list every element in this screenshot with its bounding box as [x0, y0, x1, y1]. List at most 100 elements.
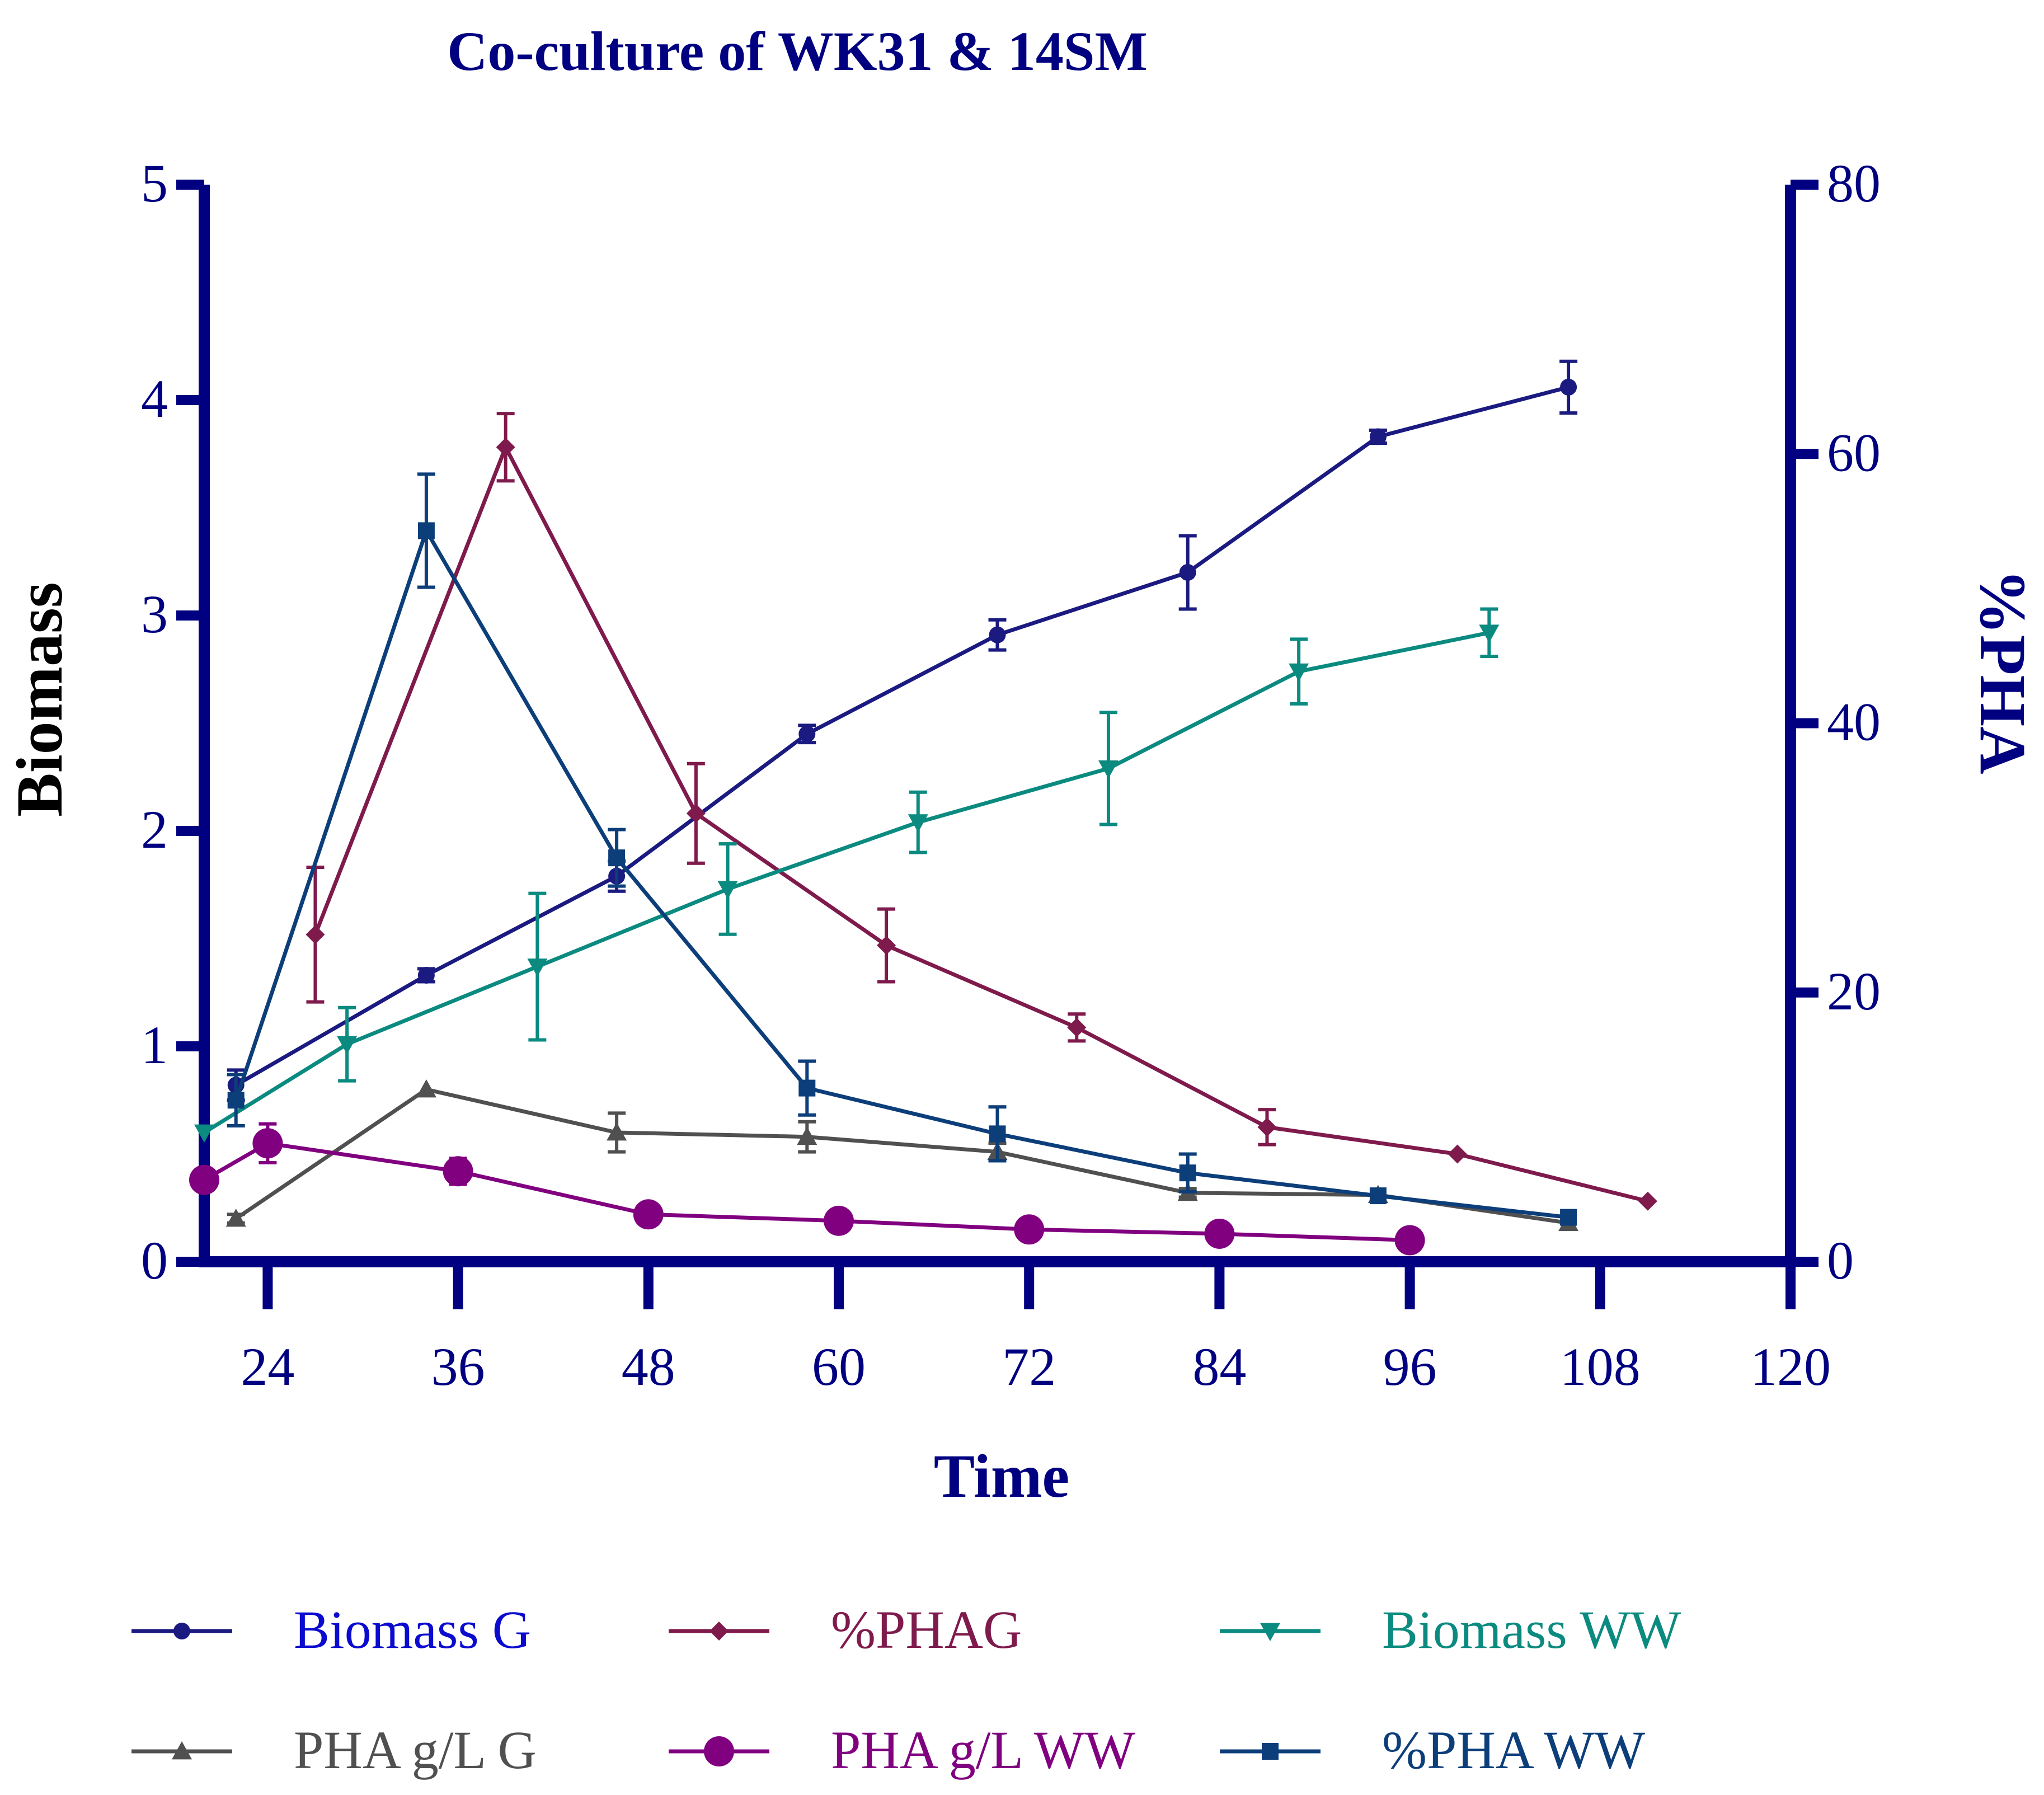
- y-tick-label: 3: [141, 584, 168, 644]
- series-pha-g-l-g: [225, 1079, 1579, 1232]
- data-point: [798, 1079, 816, 1097]
- data-point-shape: [496, 438, 515, 457]
- y2-axis-label: %PHA: [1966, 568, 2040, 774]
- data-point: [1448, 1144, 1467, 1164]
- series-line-pha-g-l-g: [234, 1087, 1569, 1225]
- x-tick-label: 60: [812, 1337, 866, 1397]
- chart-title: Co-culture of WK31 & 14SM: [447, 20, 1148, 82]
- y-tick-label: 4: [141, 369, 168, 429]
- legend-label: Biomass G: [294, 1600, 531, 1660]
- x-tick-label: 96: [1383, 1337, 1437, 1397]
- data-marks: [189, 359, 1657, 1256]
- data-point: [1638, 1191, 1657, 1211]
- y2-tick-label: 80: [1827, 153, 1881, 213]
- series-biomass-ww: [194, 607, 1500, 1143]
- data-point-shape: [824, 1205, 854, 1236]
- data-point-shape: [686, 803, 706, 823]
- legend-item-pha-ww: %PHA WW: [1220, 1720, 1646, 1780]
- data-point: [1560, 1209, 1577, 1226]
- legend-marker-shape: [173, 1623, 190, 1639]
- legend-label: PHA g/L G: [294, 1720, 537, 1780]
- y2-tick-label: 60: [1827, 422, 1881, 482]
- data-point: [225, 1209, 246, 1227]
- data-point: [608, 849, 626, 867]
- data-point-shape: [1067, 1018, 1087, 1037]
- data-point-shape: [1098, 760, 1119, 779]
- data-point-shape: [1204, 1218, 1235, 1249]
- data-point-shape: [989, 626, 1006, 643]
- data-point: [1257, 1117, 1277, 1137]
- legend-marker: [173, 1623, 190, 1639]
- data-point-shape: [194, 1124, 214, 1143]
- data-point: [989, 1125, 1006, 1143]
- data-point: [824, 1205, 854, 1236]
- data-point-shape: [717, 881, 738, 899]
- series-phag: [306, 412, 1657, 1211]
- data-point-shape: [1560, 1209, 1577, 1226]
- y-tick-label: 0: [141, 1230, 168, 1290]
- data-point: [1394, 1225, 1425, 1256]
- data-point: [417, 522, 435, 539]
- y-axis-label: Biomass: [3, 582, 76, 817]
- legend-item-pha-g-l-ww: PHA g/L WW: [669, 1720, 1135, 1780]
- data-point: [1560, 378, 1577, 396]
- data-point-shape: [225, 1209, 246, 1227]
- series-pha-g-l-ww: [189, 1122, 1425, 1256]
- data-point-shape: [1638, 1191, 1657, 1211]
- data-point: [877, 936, 896, 955]
- data-point-shape: [1179, 564, 1196, 581]
- data-point: [797, 1126, 817, 1145]
- data-point-shape: [337, 1036, 358, 1055]
- data-point: [989, 626, 1006, 643]
- data-point: [337, 1036, 358, 1055]
- data-point: [1067, 1018, 1087, 1037]
- legend-label: %PHA WW: [1382, 1720, 1646, 1780]
- data-point-shape: [798, 1079, 816, 1097]
- data-point: [227, 1092, 245, 1109]
- data-point: [1179, 1164, 1196, 1182]
- data-point: [1014, 1214, 1045, 1245]
- x-tick-label: 84: [1192, 1337, 1246, 1397]
- legend-marker: [709, 1622, 729, 1641]
- data-point: [1369, 1187, 1387, 1205]
- data-point-shape: [443, 1156, 473, 1187]
- axes: 0 1 2 3 4 5 0 20 40 60 80 24 36 48 60 72 84 96 108 120: [141, 153, 1881, 1397]
- data-point: [717, 881, 738, 899]
- series-line-pha-g-l-ww: [203, 1141, 1410, 1242]
- legend-marker: [172, 1741, 192, 1760]
- data-point-shape: [908, 814, 928, 833]
- legend-item-biomass-ww: Biomass WW: [1220, 1600, 1681, 1660]
- data-point: [527, 958, 548, 977]
- data-point: [686, 803, 706, 823]
- data-point-shape: [1014, 1214, 1045, 1245]
- x-tick-label: 48: [622, 1337, 675, 1397]
- data-point-shape: [527, 958, 548, 977]
- series-biomass-g: [227, 359, 1578, 1102]
- data-point-shape: [227, 1092, 245, 1109]
- y-tick-label: 2: [141, 800, 168, 859]
- legend-label: %PHAG: [831, 1600, 1022, 1660]
- legend-item-biomass-g: Biomass G: [131, 1600, 531, 1660]
- data-point-shape: [1369, 428, 1387, 445]
- y-tick-label: 1: [141, 1015, 168, 1075]
- data-point-shape: [1560, 378, 1577, 396]
- data-point-shape: [608, 849, 626, 867]
- x-tick-label: 24: [241, 1337, 294, 1397]
- data-point: [306, 925, 325, 945]
- legend-label: Biomass WW: [1382, 1600, 1681, 1660]
- data-point-shape: [607, 1122, 627, 1141]
- data-point: [1369, 428, 1387, 445]
- data-point: [1179, 564, 1196, 581]
- legend-marker: [704, 1736, 734, 1766]
- x-tick-label: 36: [431, 1337, 485, 1397]
- data-point-shape: [1289, 663, 1309, 682]
- data-point-shape: [1479, 624, 1500, 643]
- legend-marker: [1260, 1623, 1280, 1641]
- data-point: [252, 1128, 283, 1159]
- data-point: [189, 1164, 219, 1195]
- x-tick-label: 108: [1560, 1337, 1641, 1397]
- data-point-shape: [189, 1164, 219, 1195]
- data-point: [1098, 760, 1119, 779]
- data-point-shape: [1448, 1144, 1467, 1164]
